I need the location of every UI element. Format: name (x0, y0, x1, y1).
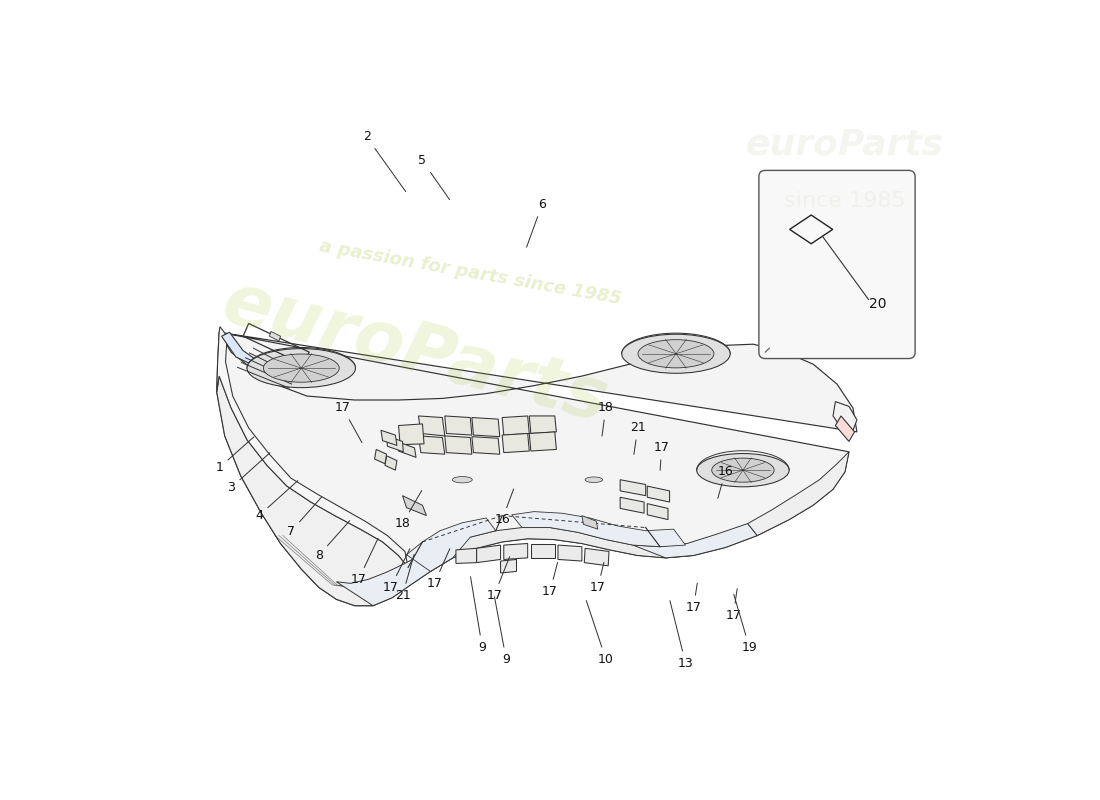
Text: 3: 3 (228, 453, 270, 494)
Polygon shape (503, 416, 529, 435)
Text: 20: 20 (869, 297, 887, 310)
Polygon shape (620, 480, 646, 496)
Text: 18: 18 (598, 402, 614, 436)
Polygon shape (512, 512, 685, 546)
Polygon shape (835, 416, 855, 442)
Polygon shape (397, 442, 416, 458)
Text: since 1985: since 1985 (784, 190, 905, 210)
Text: euroParts: euroParts (746, 128, 944, 162)
Text: 17: 17 (685, 583, 702, 614)
Ellipse shape (452, 477, 472, 483)
Ellipse shape (638, 340, 714, 368)
Text: 1: 1 (216, 437, 254, 474)
Text: 17: 17 (427, 549, 450, 590)
Text: 19: 19 (734, 594, 757, 654)
Text: 17: 17 (542, 562, 558, 598)
Polygon shape (385, 456, 397, 470)
Text: 8: 8 (315, 521, 350, 562)
Polygon shape (476, 545, 501, 562)
Text: 18: 18 (395, 490, 421, 530)
Polygon shape (558, 545, 582, 561)
Polygon shape (270, 331, 280, 341)
Text: 21: 21 (630, 422, 646, 454)
Polygon shape (217, 326, 408, 567)
Polygon shape (504, 543, 528, 559)
Text: 2: 2 (363, 130, 406, 191)
Polygon shape (217, 332, 857, 606)
Polygon shape (503, 434, 529, 453)
Text: 21: 21 (395, 554, 414, 602)
Polygon shape (584, 548, 609, 566)
Polygon shape (375, 450, 386, 464)
Polygon shape (472, 437, 499, 454)
Polygon shape (398, 424, 424, 445)
Polygon shape (444, 416, 472, 435)
Polygon shape (381, 430, 397, 446)
Text: 17: 17 (486, 557, 509, 602)
Text: 16: 16 (717, 466, 734, 498)
Polygon shape (833, 402, 857, 434)
Polygon shape (582, 515, 597, 529)
Text: 9: 9 (471, 577, 486, 654)
Polygon shape (429, 527, 693, 571)
Text: 17: 17 (351, 538, 378, 586)
Polygon shape (217, 376, 408, 606)
Text: 13: 13 (670, 601, 693, 670)
Text: 16: 16 (494, 489, 514, 526)
Polygon shape (418, 416, 444, 436)
Text: euroParts: euroParts (214, 268, 615, 437)
Text: a passion for parts since 1985: a passion for parts since 1985 (318, 237, 623, 308)
Text: 6: 6 (527, 198, 546, 247)
Polygon shape (472, 418, 499, 437)
Text: 9: 9 (495, 597, 510, 666)
Polygon shape (531, 543, 554, 558)
Polygon shape (529, 416, 557, 434)
Ellipse shape (585, 477, 603, 482)
Ellipse shape (712, 458, 774, 482)
Polygon shape (500, 559, 517, 573)
Ellipse shape (248, 349, 355, 388)
Text: 10: 10 (586, 601, 614, 666)
Text: 5: 5 (418, 154, 450, 199)
Polygon shape (221, 332, 258, 364)
Text: 17: 17 (590, 562, 606, 594)
Polygon shape (647, 486, 670, 502)
Text: 17: 17 (653, 442, 670, 470)
Polygon shape (407, 518, 496, 571)
Polygon shape (620, 498, 645, 514)
Text: 7: 7 (287, 497, 322, 538)
FancyBboxPatch shape (759, 170, 915, 358)
Polygon shape (632, 523, 757, 558)
Polygon shape (529, 432, 557, 451)
Text: 4: 4 (255, 481, 298, 522)
Text: 17: 17 (383, 549, 410, 594)
Ellipse shape (696, 454, 789, 487)
Text: 17: 17 (334, 402, 362, 442)
Ellipse shape (263, 354, 339, 382)
Polygon shape (403, 496, 427, 515)
Ellipse shape (621, 334, 730, 374)
Polygon shape (444, 436, 472, 454)
Polygon shape (748, 452, 849, 535)
Polygon shape (337, 543, 453, 606)
Polygon shape (647, 504, 668, 519)
Polygon shape (455, 548, 476, 563)
Text: 17: 17 (725, 589, 741, 622)
Polygon shape (418, 436, 444, 454)
Polygon shape (386, 436, 404, 452)
